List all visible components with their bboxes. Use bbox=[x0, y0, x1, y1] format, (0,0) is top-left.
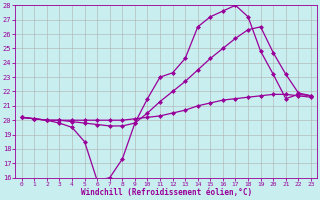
X-axis label: Windchill (Refroidissement éolien,°C): Windchill (Refroidissement éolien,°C) bbox=[81, 188, 252, 197]
